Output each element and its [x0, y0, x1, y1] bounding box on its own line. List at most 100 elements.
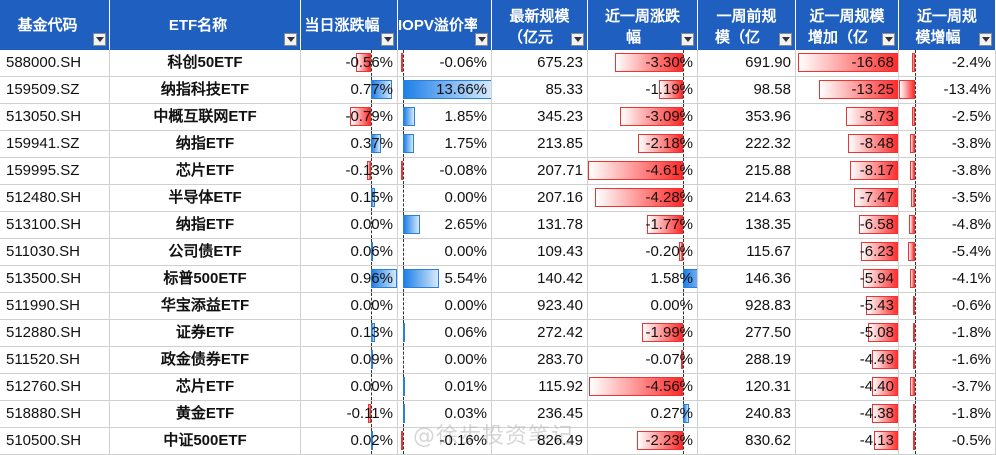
cell-col-week-change[interactable]: 1.58%	[588, 266, 698, 292]
cell-col-size-increase-pct[interactable]: -1.8%	[899, 401, 996, 427]
cell-col-iopv-premium[interactable]: 0.00%	[398, 185, 492, 211]
cell-col-daily-change[interactable]: 0.09%	[301, 347, 398, 373]
cell-col-name[interactable]: 纳指ETF	[110, 212, 301, 238]
cell-col-name[interactable]: 中概互联网ETF	[110, 104, 301, 130]
cell-col-prev-size[interactable]: 288.19	[698, 347, 796, 373]
cell-col-prev-size[interactable]: 928.83	[698, 293, 796, 319]
cell-col-week-change[interactable]: -4.28%	[588, 185, 698, 211]
cell-col-prev-size[interactable]: 353.96	[698, 104, 796, 130]
filter-dropdown-icon[interactable]	[779, 33, 792, 46]
cell-col-name[interactable]: 证券ETF	[110, 320, 301, 346]
cell-col-size-increase[interactable]: -13.25	[796, 77, 899, 103]
cell-col-iopv-premium[interactable]: -0.06%	[398, 50, 492, 76]
cell-col-daily-change[interactable]: -0.79%	[301, 104, 398, 130]
cell-col-daily-change[interactable]: 0.77%	[301, 77, 398, 103]
table-row[interactable]: 510500.SH 中证500ETF 0.02% -0.16% 826.49 -2.23%…	[0, 428, 996, 455]
cell-col-daily-change[interactable]: 0.02%	[301, 428, 398, 454]
table-row[interactable]: 511520.SH 政金债券ETF 0.09% 0.00% 283.70 -0.07% 28…	[0, 347, 996, 374]
filter-dropdown-icon[interactable]	[882, 33, 895, 46]
filter-dropdown-icon[interactable]	[381, 33, 394, 46]
cell-col-prev-size[interactable]: 215.88	[698, 158, 796, 184]
cell-col-prev-size[interactable]: 214.63	[698, 185, 796, 211]
cell-col-daily-change[interactable]: 0.00%	[301, 293, 398, 319]
cell-col-iopv-premium[interactable]: 1.85%	[398, 104, 492, 130]
cell-col-code[interactable]: 511990.SH	[0, 293, 110, 319]
cell-col-latest-size[interactable]: 236.45	[492, 401, 588, 427]
cell-col-name[interactable]: 纳指科技ETF	[110, 77, 301, 103]
cell-col-size-increase[interactable]: -4.40	[796, 374, 899, 400]
cell-col-prev-size[interactable]: 138.35	[698, 212, 796, 238]
cell-col-latest-size[interactable]: 272.42	[492, 320, 588, 346]
cell-col-daily-change[interactable]: 0.00%	[301, 374, 398, 400]
cell-col-size-increase[interactable]: -5.08	[796, 320, 899, 346]
cell-col-week-change[interactable]: -4.56%	[588, 374, 698, 400]
cell-col-prev-size[interactable]: 240.83	[698, 401, 796, 427]
cell-col-prev-size[interactable]: 98.58	[698, 77, 796, 103]
cell-col-size-increase-pct[interactable]: -1.8%	[899, 320, 996, 346]
table-row[interactable]: 513500.SH 标普500ETF 0.96% 5.54% 140.42 1.58% 14…	[0, 266, 996, 293]
cell-col-latest-size[interactable]: 115.92	[492, 374, 588, 400]
cell-col-week-change[interactable]: -3.30%	[588, 50, 698, 76]
cell-col-iopv-premium[interactable]: -0.08%	[398, 158, 492, 184]
cell-col-name[interactable]: 中证500ETF	[110, 428, 301, 454]
cell-col-daily-change[interactable]: -0.56%	[301, 50, 398, 76]
cell-col-iopv-premium[interactable]: 0.01%	[398, 374, 492, 400]
table-row[interactable]: 511030.SH 公司债ETF 0.06% 0.00% 109.43 -0.20% 115…	[0, 239, 996, 266]
cell-col-name[interactable]: 政金债券ETF	[110, 347, 301, 373]
cell-col-size-increase-pct[interactable]: -5.4%	[899, 239, 996, 265]
cell-col-prev-size[interactable]: 222.32	[698, 131, 796, 157]
cell-col-prev-size[interactable]: 115.67	[698, 239, 796, 265]
cell-col-latest-size[interactable]: 923.40	[492, 293, 588, 319]
cell-col-prev-size[interactable]: 146.36	[698, 266, 796, 292]
cell-col-daily-change[interactable]: 0.06%	[301, 239, 398, 265]
cell-col-name[interactable]: 科创50ETF	[110, 50, 301, 76]
filter-dropdown-icon[interactable]	[979, 33, 992, 46]
cell-col-daily-change[interactable]: 0.00%	[301, 212, 398, 238]
table-row[interactable]: 513050.SH 中概互联网ETF -0.79% 1.85% 345.23 -3.09%…	[0, 104, 996, 131]
cell-col-week-change[interactable]: -0.20%	[588, 239, 698, 265]
cell-col-week-change[interactable]: -2.23%	[588, 428, 698, 454]
cell-col-size-increase-pct[interactable]: -0.5%	[899, 428, 996, 454]
cell-col-week-change[interactable]: 0.27%	[588, 401, 698, 427]
cell-col-daily-change[interactable]: -0.11%	[301, 401, 398, 427]
cell-col-week-change[interactable]: -0.07%	[588, 347, 698, 373]
table-row[interactable]: 512880.SH 证券ETF 0.13% 0.06% 272.42 -1.99% 277.…	[0, 320, 996, 347]
cell-col-iopv-premium[interactable]: 13.66%	[398, 77, 492, 103]
cell-col-code[interactable]: 513100.SH	[0, 212, 110, 238]
cell-col-code[interactable]: 510500.SH	[0, 428, 110, 454]
cell-col-latest-size[interactable]: 109.43	[492, 239, 588, 265]
cell-col-size-increase-pct[interactable]: -2.4%	[899, 50, 996, 76]
cell-col-code[interactable]: 588000.SH	[0, 50, 110, 76]
cell-col-code[interactable]: 518880.SH	[0, 401, 110, 427]
cell-col-latest-size[interactable]: 85.33	[492, 77, 588, 103]
cell-col-code[interactable]: 159995.SZ	[0, 158, 110, 184]
table-row[interactable]: 512760.SH 芯片ETF 0.00% 0.01% 115.92 -4.56% 120.…	[0, 374, 996, 401]
cell-col-size-increase[interactable]: -5.43	[796, 293, 899, 319]
cell-col-name[interactable]: 半导体ETF	[110, 185, 301, 211]
cell-col-name[interactable]: 芯片ETF	[110, 158, 301, 184]
table-row[interactable]: 518880.SH 黄金ETF -0.11% 0.03% 236.45 0.27% 240.…	[0, 401, 996, 428]
filter-dropdown-icon[interactable]	[681, 33, 694, 46]
cell-col-daily-change[interactable]: 0.96%	[301, 266, 398, 292]
cell-col-size-increase-pct[interactable]: -13.4%	[899, 77, 996, 103]
cell-col-size-increase-pct[interactable]: -2.5%	[899, 104, 996, 130]
cell-col-latest-size[interactable]: 213.85	[492, 131, 588, 157]
cell-col-name[interactable]: 芯片ETF	[110, 374, 301, 400]
cell-col-latest-size[interactable]: 207.71	[492, 158, 588, 184]
cell-col-iopv-premium[interactable]: 0.03%	[398, 401, 492, 427]
cell-col-prev-size[interactable]: 120.31	[698, 374, 796, 400]
cell-col-code[interactable]: 512760.SH	[0, 374, 110, 400]
table-row[interactable]: 159509.SZ 纳指科技ETF 0.77% 13.66% 85.33 -1.19% 98…	[0, 77, 996, 104]
cell-col-week-change[interactable]: -2.18%	[588, 131, 698, 157]
cell-col-size-increase[interactable]: -7.47	[796, 185, 899, 211]
cell-col-size-increase-pct[interactable]: -0.6%	[899, 293, 996, 319]
table-row[interactable]: 512480.SH 半导体ETF 0.15% 0.00% 207.16 -4.28% 214…	[0, 185, 996, 212]
cell-col-latest-size[interactable]: 675.23	[492, 50, 588, 76]
cell-col-latest-size[interactable]: 283.70	[492, 347, 588, 373]
cell-col-size-increase[interactable]: -16.68	[796, 50, 899, 76]
cell-col-size-increase[interactable]: -8.73	[796, 104, 899, 130]
cell-col-daily-change[interactable]: 0.15%	[301, 185, 398, 211]
filter-dropdown-icon[interactable]	[475, 33, 488, 46]
cell-col-size-increase[interactable]: -5.94	[796, 266, 899, 292]
cell-col-code[interactable]: 159941.SZ	[0, 131, 110, 157]
